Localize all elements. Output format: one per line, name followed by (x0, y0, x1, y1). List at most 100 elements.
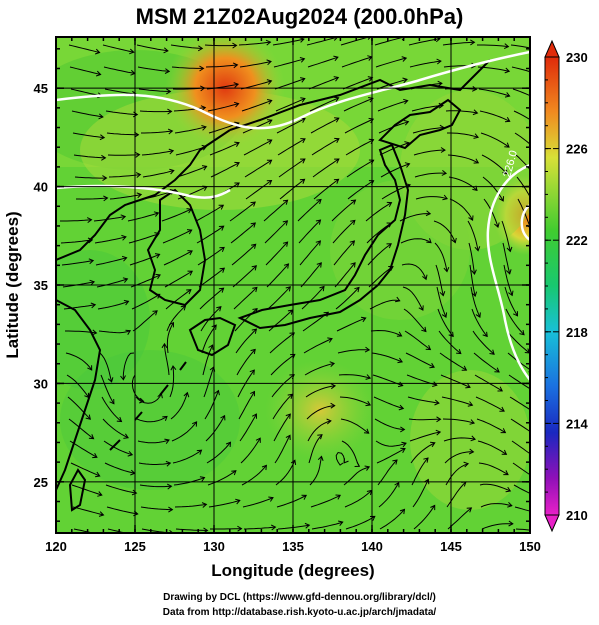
streamline (435, 264, 444, 296)
x-tick-labels: 120 125 130 135 140 145 150 (45, 539, 541, 554)
streamline (506, 330, 530, 354)
streamline-arrowhead (266, 99, 273, 105)
streamline-arrowhead (401, 441, 407, 448)
streamline (170, 392, 188, 420)
streamline-arrowhead (290, 353, 296, 359)
streamline (504, 286, 518, 317)
streamline (338, 374, 371, 379)
streamline (72, 506, 104, 516)
streamline (245, 180, 272, 200)
streamline (514, 506, 530, 512)
streamline (71, 110, 103, 118)
streamline (482, 176, 504, 202)
streamline (105, 110, 138, 116)
y-tick-label-45: 45 (34, 81, 48, 96)
streamline-arrowhead (400, 447, 406, 453)
streamline (169, 365, 175, 398)
streamline-arrowhead (436, 416, 442, 423)
streamline-arrowhead (270, 524, 277, 531)
streamline-arrowhead (162, 415, 168, 421)
x-tick-label-120: 120 (45, 539, 67, 554)
streamline (166, 305, 186, 332)
streamline-arrowhead (249, 369, 255, 375)
streamline (97, 300, 129, 310)
streamline (266, 263, 289, 288)
streamline (229, 201, 256, 222)
streamline-arrowhead (234, 161, 240, 168)
streamline (307, 56, 339, 68)
streamline (205, 415, 226, 442)
streamline (205, 64, 238, 68)
streamline (104, 88, 137, 95)
streamline-arrowhead (196, 449, 203, 455)
streamline-arrowhead (474, 246, 481, 252)
streamline (67, 396, 91, 420)
streamline-arrowhead (470, 435, 477, 442)
streamline (76, 197, 108, 200)
streamline (410, 442, 436, 464)
streamline-arrowhead (251, 413, 257, 419)
streamline (402, 286, 424, 311)
streamline-arrowhead (368, 117, 375, 124)
streamline-arrowhead (470, 39, 476, 46)
streamline-arrowhead (183, 391, 190, 398)
streamline (312, 158, 340, 178)
colorbar-max-arrow (544, 39, 560, 58)
streamline (138, 462, 171, 465)
streamline (66, 374, 90, 398)
streamline-arrowhead (368, 97, 374, 103)
streamline (171, 421, 197, 442)
map-plot-area: 226.0 (56, 37, 541, 533)
streamline-arrowhead (451, 237, 457, 244)
streamline (60, 239, 93, 244)
streamline (305, 385, 336, 398)
streamline-arrowhead (536, 123, 541, 127)
streamline-arrowhead (398, 404, 405, 411)
streamline-arrowhead (107, 377, 114, 383)
streamline-arrowhead (232, 42, 238, 49)
streamline (165, 289, 192, 310)
streamline-arrowhead (94, 48, 101, 55)
streamline-arrowhead (220, 414, 226, 421)
streamline (102, 418, 129, 439)
streamline (241, 465, 267, 486)
streamline (342, 77, 373, 90)
streamline (471, 308, 488, 337)
streamline (514, 132, 530, 145)
streamline-arrowhead (501, 449, 508, 455)
streamline (163, 250, 193, 266)
colorbar-min-arrow (544, 514, 560, 533)
streamline (502, 242, 511, 274)
y-axis-title: Latitude (degrees) (3, 211, 22, 358)
streamline (137, 439, 170, 444)
streamline (306, 37, 338, 46)
streamline-arrowhead (250, 390, 256, 397)
streamline-arrowhead (89, 279, 96, 286)
streamline (127, 212, 159, 222)
streamline-arrowhead (87, 365, 93, 371)
streamline (276, 494, 307, 508)
streamline (195, 204, 224, 222)
streamline-arrowhead (251, 328, 258, 334)
streamline (104, 462, 135, 474)
streamline-arrowhead (127, 450, 134, 457)
streamline (400, 238, 432, 244)
streamline-arrowhead (282, 199, 289, 205)
streamline (233, 287, 258, 310)
streamline-arrowhead (187, 250, 193, 256)
streamline (140, 506, 173, 511)
streamline-arrowhead (168, 321, 175, 328)
streamline (100, 374, 115, 404)
streamline (375, 57, 407, 68)
streamline-arrowhead (494, 367, 500, 373)
streamline-arrowhead (186, 289, 192, 295)
streamline (93, 216, 126, 222)
streamline (436, 286, 447, 318)
streamline-arrowhead (429, 362, 435, 369)
streamline-arrowhead (250, 222, 257, 228)
streamline-arrowhead (506, 246, 513, 253)
streamline-arrowhead (266, 79, 273, 85)
streamline (473, 352, 500, 373)
streamline-arrowhead (116, 416, 123, 423)
streamline (277, 138, 306, 156)
